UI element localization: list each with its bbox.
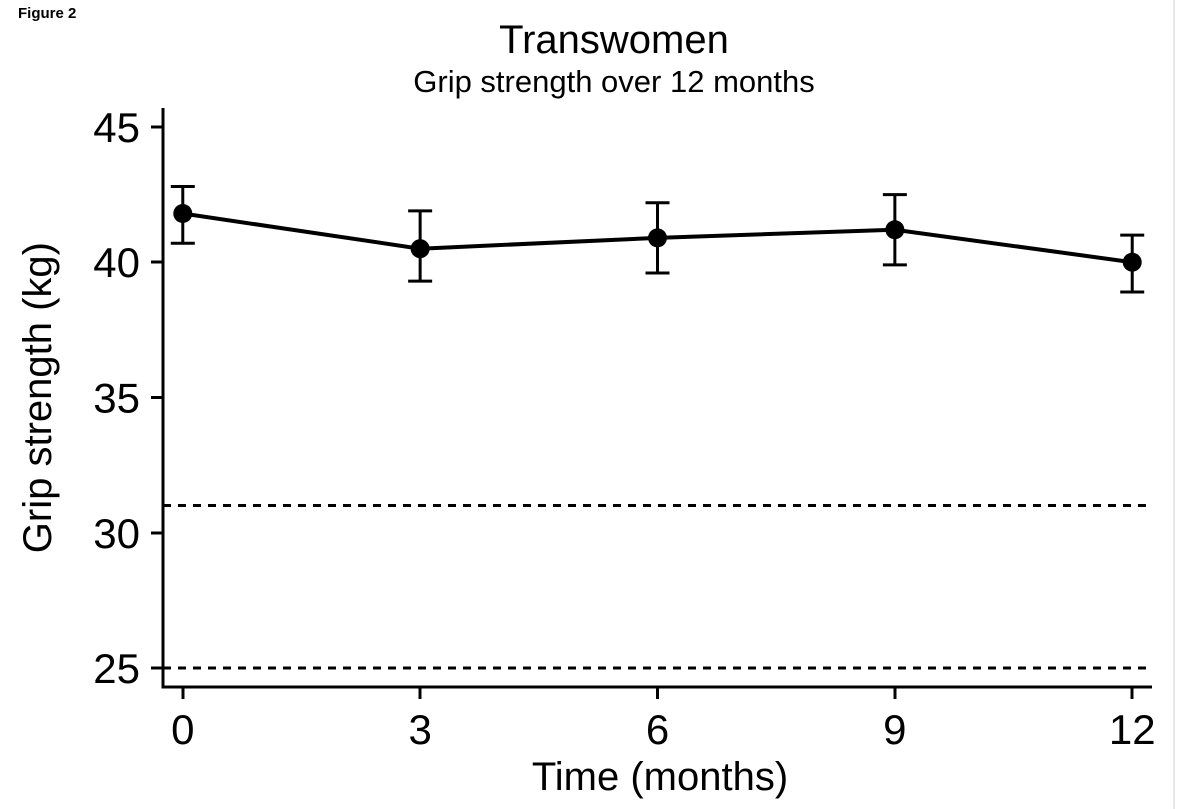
data-point — [885, 220, 905, 240]
data-point — [648, 228, 667, 248]
x-tick-label: 6 — [646, 706, 669, 753]
page-edge-line — [1173, 0, 1175, 809]
figure-label: Figure 2 — [18, 5, 77, 22]
data-point — [173, 204, 193, 224]
data-point — [410, 239, 430, 259]
y-tick-label: 40 — [93, 239, 140, 286]
y-tick-label: 45 — [93, 104, 140, 151]
y-tick-label: 25 — [93, 645, 140, 692]
x-tick-label: 3 — [408, 706, 431, 753]
chart-subtitle: Grip strength over 12 months — [413, 64, 815, 99]
y-tick-label: 35 — [93, 375, 140, 422]
x-axis-label: Time (months) — [531, 755, 789, 799]
y-tick-label: 30 — [93, 510, 140, 557]
x-tick-label: 12 — [1109, 706, 1156, 753]
x-tick-label: 0 — [171, 706, 194, 753]
x-tick-label: 9 — [883, 706, 906, 753]
data-point — [1122, 252, 1142, 272]
chart-title: Transwomen — [499, 18, 729, 62]
